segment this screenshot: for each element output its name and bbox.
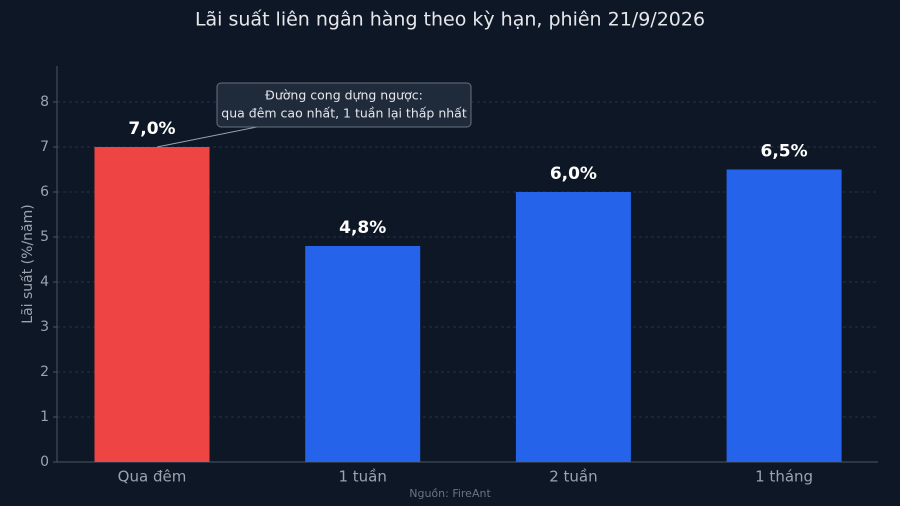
y-tick-label: 0 <box>40 454 49 470</box>
y-tick-label: 1 <box>40 409 49 425</box>
bar <box>726 169 842 462</box>
annotation-arrow <box>156 126 258 148</box>
annotation-text: Đường cong dựng ngược: <box>265 88 423 103</box>
bar <box>305 246 421 462</box>
y-tick-label: 8 <box>40 94 49 110</box>
value-label: 7,0% <box>128 119 175 139</box>
x-tick-label: 1 tháng <box>755 468 813 486</box>
bar <box>94 147 210 462</box>
value-label: 4,8% <box>339 218 386 238</box>
y-axis-label: Lãi suất (%/năm) <box>20 204 36 323</box>
chart-title: Lãi suất liên ngân hàng theo kỳ hạn, phi… <box>195 9 705 31</box>
value-label: 6,0% <box>550 164 597 184</box>
y-tick-label: 5 <box>40 229 49 245</box>
annotation-text: qua đêm cao nhất, 1 tuần lại thấp nhất <box>221 106 467 121</box>
y-tick-label: 6 <box>40 184 49 200</box>
annotation-box <box>216 82 472 128</box>
bar <box>515 192 631 462</box>
x-tick-label: 2 tuần <box>549 468 597 486</box>
x-tick-label: 1 tuần <box>338 468 386 486</box>
x-tick-label: Qua đêm <box>118 468 187 486</box>
y-tick-label: 2 <box>40 364 49 380</box>
value-label: 6,5% <box>761 142 808 162</box>
source: Nguồn: FireAnt <box>409 487 491 500</box>
y-tick-label: 7 <box>40 139 49 155</box>
y-tick-label: 3 <box>40 319 49 335</box>
y-tick-label: 4 <box>40 274 49 290</box>
